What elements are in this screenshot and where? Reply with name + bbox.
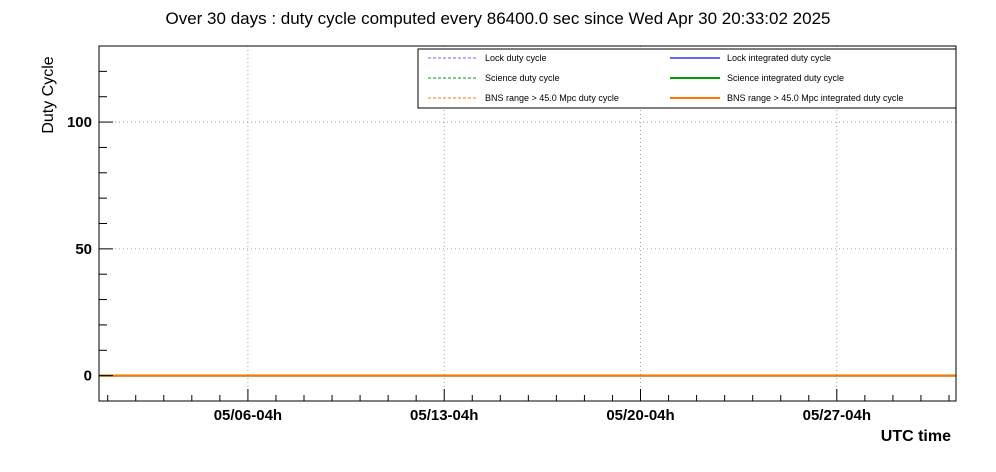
x-tick-label: 05/06-04h bbox=[214, 407, 282, 424]
legend-label: Lock duty cycle bbox=[485, 53, 547, 63]
chart-title: Over 30 days : duty cycle computed every… bbox=[166, 9, 831, 28]
x-tick-label: 05/20-04h bbox=[606, 407, 674, 424]
axis-layer: 0 50 100 05/06-04h 05/13-04h 05/20-04h 05/27-0… bbox=[67, 70, 950, 424]
y-axis-title: Duty Cycle bbox=[40, 56, 57, 133]
legend-label: Lock integrated duty cycle bbox=[727, 53, 831, 63]
legend-label: Science integrated duty cycle bbox=[727, 73, 844, 83]
legend-label: Science duty cycle bbox=[485, 73, 560, 83]
x-tick-label: 05/13-04h bbox=[410, 407, 478, 424]
x-tick-label: 05/27-04h bbox=[803, 407, 871, 424]
x-axis-title: UTC time bbox=[881, 428, 951, 445]
y-tick-label: 50 bbox=[75, 241, 92, 258]
y-tick-label: 100 bbox=[67, 114, 92, 131]
legend-label: BNS range > 45.0 Mpc duty cycle bbox=[485, 93, 619, 103]
legend: Lock duty cycle Lock integrated duty cycl… bbox=[417, 48, 957, 109]
y-tick-label: 0 bbox=[84, 368, 92, 385]
legend-label: BNS range > 45.0 Mpc integrated duty cyc… bbox=[727, 93, 903, 103]
